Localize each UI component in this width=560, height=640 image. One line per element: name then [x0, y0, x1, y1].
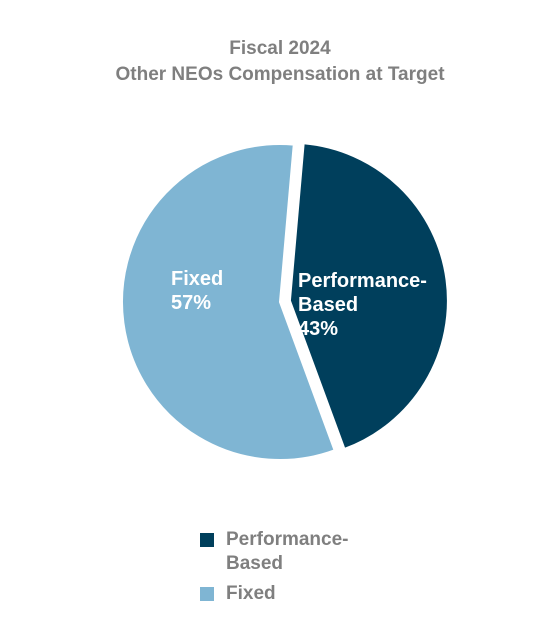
- chart-title: Fiscal 2024 Other NEOs Compensation at T…: [0, 36, 560, 88]
- legend-label-fixed: Fixed: [226, 583, 276, 604]
- legend-swatch-performance-based: [200, 533, 214, 547]
- slice-label-performance-based-name-0: Performance-: [298, 270, 427, 292]
- chart-legend: Performance-Based Fixed: [200, 528, 376, 612]
- pie-slice-fixed: [121, 143, 336, 461]
- legend-item-fixed: Fixed: [200, 582, 376, 606]
- slice-label-fixed-name-0: Fixed: [171, 268, 223, 290]
- pie-slices: [121, 142, 449, 461]
- legend-label-performance-based: Performance-Based: [226, 529, 349, 574]
- chart-title-line-1: Fiscal 2024: [229, 38, 331, 59]
- pie-slice-performance-based: [288, 142, 449, 451]
- slice-label-performance-based-name-1: Based: [298, 294, 358, 316]
- legend-swatch-fixed: [200, 587, 214, 601]
- slice-label-performance-based-value: 43%: [298, 318, 338, 340]
- legend-item-performance-based: Performance-Based: [200, 528, 376, 576]
- chart-title-line-2: Other NEOs Compensation at Target: [115, 64, 445, 85]
- slice-label-fixed-value: 57%: [171, 292, 211, 314]
